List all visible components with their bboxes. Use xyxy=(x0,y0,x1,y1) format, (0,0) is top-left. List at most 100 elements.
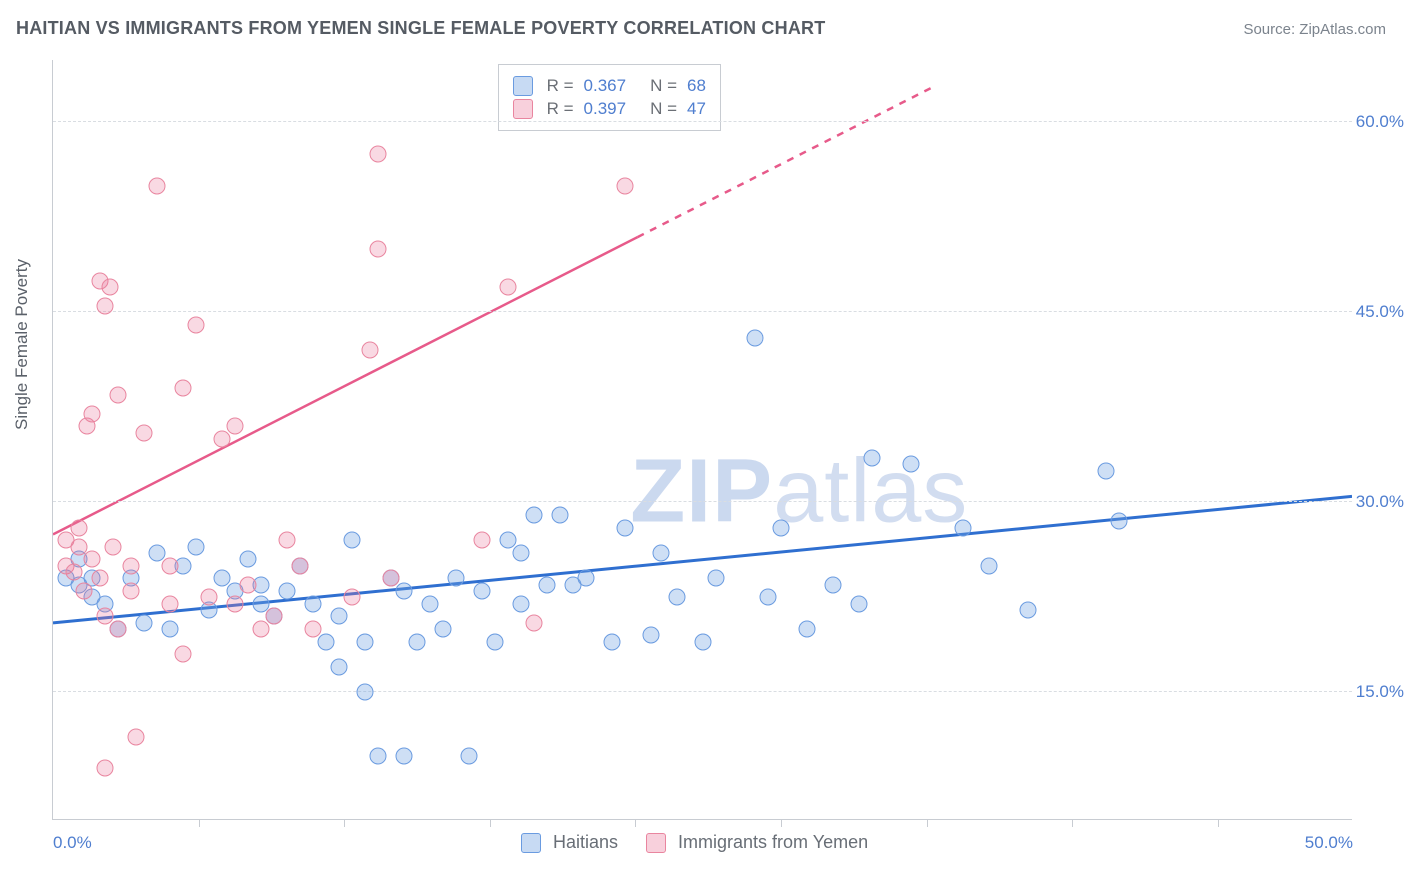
data-point-haitians xyxy=(825,576,842,593)
data-point-yemen xyxy=(175,646,192,663)
x-axis-tick xyxy=(635,819,636,827)
data-point-yemen xyxy=(305,621,322,638)
data-point-haitians xyxy=(851,595,868,612)
data-point-haitians xyxy=(760,589,777,606)
data-point-haitians xyxy=(526,507,543,524)
trend-lines-svg xyxy=(53,60,1352,819)
data-point-yemen xyxy=(227,595,244,612)
data-point-yemen xyxy=(201,589,218,606)
data-point-yemen xyxy=(102,279,119,296)
trend-line xyxy=(53,237,638,534)
data-point-yemen xyxy=(84,551,101,568)
data-point-haitians xyxy=(747,329,764,346)
y-axis-tick-label: 45.0% xyxy=(1356,302,1404,322)
legend-n-value: 47 xyxy=(687,99,706,119)
data-point-haitians xyxy=(708,570,725,587)
data-point-haitians xyxy=(773,519,790,536)
data-point-haitians xyxy=(552,507,569,524)
data-point-yemen xyxy=(362,342,379,359)
data-point-yemen xyxy=(253,621,270,638)
data-point-yemen xyxy=(279,532,296,549)
data-point-haitians xyxy=(162,621,179,638)
legend-series-label: Immigrants from Yemen xyxy=(678,832,868,853)
data-point-yemen xyxy=(370,241,387,258)
data-point-yemen xyxy=(123,557,140,574)
legend-swatch xyxy=(521,833,541,853)
data-point-haitians xyxy=(318,633,335,650)
data-point-haitians xyxy=(331,659,348,676)
data-point-yemen xyxy=(188,317,205,334)
data-point-haitians xyxy=(578,570,595,587)
data-point-haitians xyxy=(474,583,491,600)
data-point-yemen xyxy=(136,424,153,441)
grid-line xyxy=(53,311,1352,312)
data-point-yemen xyxy=(266,608,283,625)
data-point-haitians xyxy=(487,633,504,650)
data-point-haitians xyxy=(1111,513,1128,530)
data-point-yemen xyxy=(65,564,82,581)
data-point-yemen xyxy=(227,418,244,435)
data-point-yemen xyxy=(474,532,491,549)
data-point-haitians xyxy=(422,595,439,612)
data-point-yemen xyxy=(149,177,166,194)
data-point-haitians xyxy=(461,747,478,764)
legend-series-label: Haitians xyxy=(553,832,618,853)
data-point-haitians xyxy=(188,538,205,555)
data-point-yemen xyxy=(123,583,140,600)
legend-swatch xyxy=(646,833,666,853)
x-axis-tick xyxy=(1072,819,1073,827)
data-point-yemen xyxy=(292,557,309,574)
data-point-yemen xyxy=(214,431,231,448)
watermark-zip: ZIP xyxy=(630,442,773,542)
data-point-haitians xyxy=(1020,602,1037,619)
data-point-yemen xyxy=(76,583,93,600)
data-point-yemen xyxy=(370,146,387,163)
data-point-haitians xyxy=(331,608,348,625)
y-axis-label: Single Female Poverty xyxy=(12,259,32,430)
data-point-haitians xyxy=(435,621,452,638)
data-point-haitians xyxy=(539,576,556,593)
data-point-haitians xyxy=(617,519,634,536)
legend-series: Haitians Immigrants from Yemen xyxy=(521,832,868,853)
data-point-haitians xyxy=(604,633,621,650)
data-point-haitians xyxy=(669,589,686,606)
legend-n-label: N = xyxy=(650,99,677,119)
x-axis-tick xyxy=(927,819,928,827)
grid-line xyxy=(53,501,1352,502)
data-point-haitians xyxy=(903,456,920,473)
data-point-haitians xyxy=(643,627,660,644)
data-point-haitians xyxy=(981,557,998,574)
legend-series-item: Immigrants from Yemen xyxy=(646,832,868,853)
legend-swatch xyxy=(513,76,533,96)
legend-swatch xyxy=(513,99,533,119)
data-point-haitians xyxy=(357,684,374,701)
legend-r-label: R = xyxy=(547,99,574,119)
data-point-yemen xyxy=(110,386,127,403)
data-point-haitians xyxy=(279,583,296,600)
data-point-yemen xyxy=(162,595,179,612)
data-point-haitians xyxy=(370,747,387,764)
x-axis-tick-label: 0.0% xyxy=(53,833,92,853)
legend-r-value: 0.397 xyxy=(584,99,627,119)
legend-series-item: Haitians xyxy=(521,832,618,853)
data-point-yemen xyxy=(162,557,179,574)
x-axis-tick xyxy=(781,819,782,827)
data-point-haitians xyxy=(240,551,257,568)
data-point-yemen xyxy=(71,519,88,536)
data-point-haitians xyxy=(695,633,712,650)
grid-line xyxy=(53,691,1352,692)
x-axis-tick xyxy=(490,819,491,827)
y-axis-tick-label: 30.0% xyxy=(1356,492,1404,512)
x-axis-tick xyxy=(344,819,345,827)
x-axis-tick xyxy=(199,819,200,827)
data-point-yemen xyxy=(97,760,114,777)
data-point-haitians xyxy=(864,450,881,467)
data-point-yemen xyxy=(617,177,634,194)
data-point-haitians xyxy=(513,595,530,612)
data-point-yemen xyxy=(104,538,121,555)
data-point-haitians xyxy=(344,532,361,549)
data-point-yemen xyxy=(344,589,361,606)
x-axis-tick xyxy=(1218,819,1219,827)
scatter-chart: ZIPatlas R = 0.367N = 68R = 0.397N = 47 … xyxy=(52,60,1352,820)
data-point-yemen xyxy=(526,614,543,631)
